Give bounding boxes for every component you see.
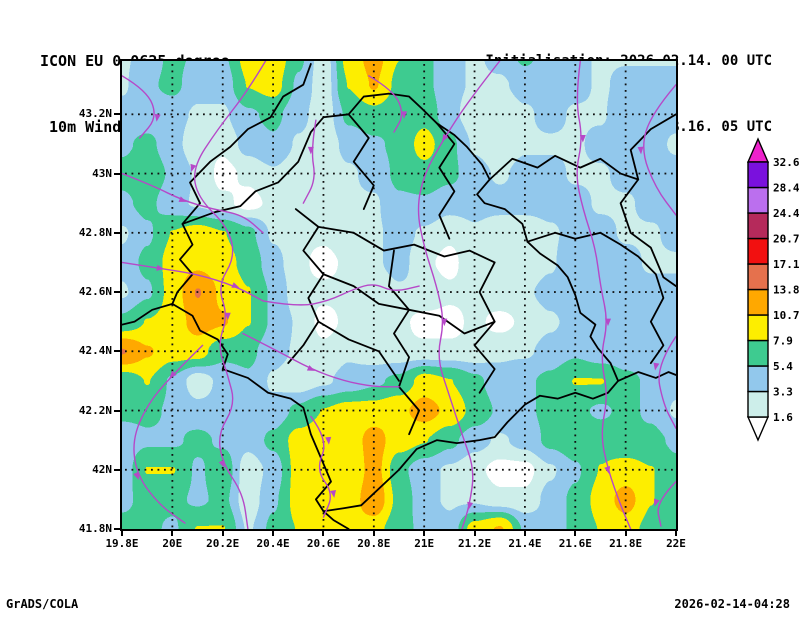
- x-tick-mark: [473, 531, 476, 536]
- y-tick-label: 41.8N: [78, 522, 112, 535]
- y-tick-label: 42.6N: [78, 285, 112, 299]
- colorbar-label: 7.9: [773, 335, 793, 348]
- y-tick-mark: [114, 528, 120, 530]
- x-tick-mark: [121, 531, 123, 536]
- x-tick-label: 20.2E: [206, 537, 240, 550]
- colorbar-box: [747, 212, 769, 240]
- x-tick-label: 20.8E: [357, 537, 391, 550]
- x-tick-mark: [221, 531, 224, 536]
- colorbar-box: [747, 339, 769, 367]
- x-tick-mark: [675, 531, 677, 536]
- colorbar-label: 5.4: [773, 360, 793, 373]
- colorbar-label: 13.8: [773, 284, 800, 297]
- map-plot-frame: [120, 59, 678, 531]
- x-tick-label: 21E: [414, 537, 435, 550]
- colorbar: 1.6 3.3 5.4 7.9 10.7 13.8 17.1 20.7 24.4 28.4 32.6: [746, 137, 800, 442]
- x-tick-mark: [523, 531, 526, 536]
- y-tick-label: 42.2N: [78, 403, 112, 417]
- map-canvas: [122, 61, 676, 529]
- colorbar-label: 3.3: [773, 386, 793, 399]
- x-tick-mark: [624, 531, 627, 536]
- colorbar-over-arrow: [746, 137, 770, 163]
- x-tick-mark: [574, 531, 577, 536]
- colorbar-box: [747, 263, 769, 291]
- y-tick-mark: [114, 231, 120, 234]
- colorbar-box: [747, 365, 769, 393]
- x-tick-label: 20.6E: [306, 537, 341, 550]
- colorbar-under-arrow: [746, 416, 770, 442]
- y-tick-label: 42.4N: [78, 344, 112, 358]
- x-tick-mark: [171, 531, 174, 536]
- y-tick-label: 42.8N: [78, 225, 112, 239]
- x-tick-label: 19.8E: [105, 537, 139, 550]
- y-tick-mark: [114, 350, 120, 353]
- x-tick-mark: [322, 531, 325, 536]
- colorbar-box: [747, 288, 769, 316]
- y-tick-mark: [114, 113, 120, 116]
- colorbar-label: 10.7: [773, 309, 800, 322]
- colorbar-label: 28.4: [773, 182, 800, 195]
- x-tick-label: 21.6E: [558, 537, 592, 550]
- colorbar-label: 17.1: [773, 258, 800, 271]
- y-tick-mark: [114, 291, 120, 294]
- x-tick-label: 22E: [666, 537, 686, 550]
- colorbar-box: [747, 161, 769, 189]
- grads-credit: GrADS/COLA: [6, 597, 79, 611]
- colorbar-box: [747, 314, 769, 342]
- x-tick-label: 21.2E: [457, 537, 492, 550]
- y-tick-mark: [114, 468, 120, 471]
- x-tick-label: 21.4E: [508, 537, 542, 550]
- y-tick-label: 42N: [92, 462, 112, 476]
- colorbar-label: 32.6: [773, 156, 800, 169]
- colorbar-box: [747, 390, 769, 418]
- colorbar-box: [747, 186, 769, 214]
- y-tick-mark: [114, 409, 120, 412]
- y-tick-label: 43N: [92, 166, 112, 180]
- x-tick-mark: [272, 531, 275, 536]
- x-tick-label: 21.8E: [609, 537, 643, 550]
- colorbar-label: 1.6: [773, 411, 793, 424]
- y-tick-label: 43.2N: [78, 107, 112, 121]
- colorbar-box: [747, 237, 769, 265]
- x-tick-mark: [423, 531, 426, 536]
- colorbar-label: 24.4: [773, 207, 800, 220]
- creation-timestamp: 2026-02-14-04:28: [674, 597, 790, 611]
- x-tick-mark: [372, 531, 375, 536]
- x-tick-label: 20.4E: [256, 537, 290, 550]
- colorbar-label: 20.7: [773, 233, 800, 246]
- y-tick-mark: [114, 172, 120, 175]
- x-tick-label: 20E: [162, 537, 183, 550]
